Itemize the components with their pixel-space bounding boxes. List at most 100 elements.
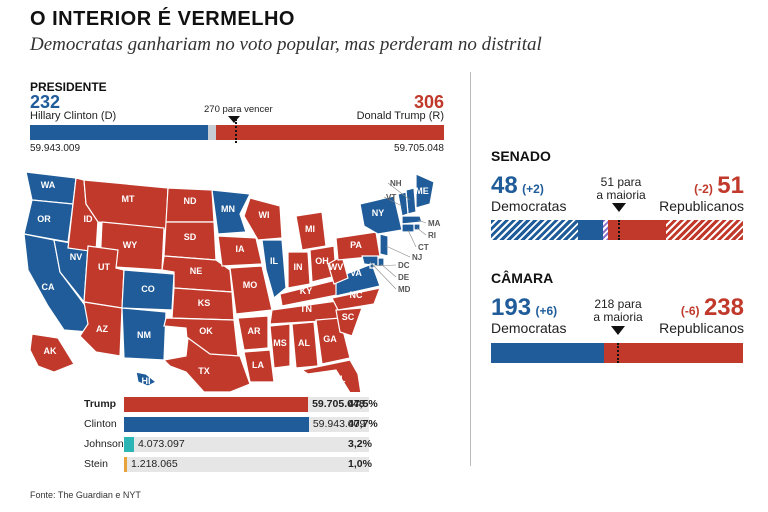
state-ny <box>359 195 403 235</box>
state-label-ct: CT <box>418 243 429 252</box>
state-sc <box>335 307 363 337</box>
state-nj <box>379 233 389 257</box>
state-me <box>415 173 435 209</box>
leader-line-nh <box>387 182 411 201</box>
column-divider <box>470 72 471 466</box>
chart-percent-label: 47,5% <box>348 398 378 410</box>
state-label-nd: ND <box>184 196 197 206</box>
state-label-ms: MS <box>273 338 287 348</box>
state-ms <box>269 323 291 369</box>
trump-ev-segment <box>216 125 444 140</box>
source-note: Fonte: The Guardian e NYT <box>30 490 141 500</box>
house-rep-seats: 238 <box>703 294 744 321</box>
chart-percent-label: 1,0% <box>348 458 372 470</box>
state-label-dc: DC <box>398 261 410 270</box>
state-label-md: MD <box>398 285 411 294</box>
state-label-wv: WV <box>329 262 344 272</box>
state-label-vt: VT <box>386 193 396 202</box>
clinton-electoral-votes: 232 <box>30 92 61 112</box>
trump-popular-votes: 59.705.048 <box>393 143 444 154</box>
state-ma <box>401 215 423 225</box>
senate-majority-marker-icon <box>612 203 626 212</box>
chart-row-clinton: Clinton 59.943.009 47,7% <box>84 417 384 433</box>
state-label-az: AZ <box>96 324 108 334</box>
chart-row-stein: Stein 1.218.065 1,0% <box>84 457 384 473</box>
state-label-hi: HI <box>142 376 151 386</box>
us-electoral-map: WA OR CA NV ID MT WY UT AZ CO NM ND SD NE KS OK TX MN IA MO… <box>23 171 441 392</box>
house-majority-label: 218 para a maioria <box>590 298 646 324</box>
house-dem-seats: 193 <box>491 294 532 321</box>
state-ia <box>217 235 263 267</box>
state-ar <box>237 315 269 351</box>
threshold-marker-icon <box>228 116 240 123</box>
senate-majority-label: 51 para a maioria <box>596 176 646 202</box>
state-label-al: AL <box>298 338 310 348</box>
state-label-me: ME <box>415 186 429 196</box>
chart-category-label: Johnson <box>84 438 124 450</box>
chart-row-trump: Trump 59.705.048 47,5% <box>84 397 384 413</box>
senate-dem-change: (+2) <box>522 182 544 196</box>
senate-dem-seats: 48 <box>491 172 518 199</box>
state-label-mi: MI <box>305 224 315 234</box>
trump-name: Donald Trump (R) <box>356 110 444 122</box>
house-dem-change: (+6) <box>535 304 558 318</box>
chart-bar <box>124 437 134 452</box>
state-label-mo: MO <box>243 280 258 290</box>
house-seat-bar <box>491 343 743 363</box>
popular-vote-chart: Trump 59.705.048 47,5% Clinton 59.943.009 47,… <box>84 393 384 479</box>
state-mn <box>211 189 251 235</box>
state-label-mn: MN <box>221 204 235 214</box>
chart-bar <box>124 417 309 432</box>
senate-rep-count: (-2) 51 <box>694 172 744 200</box>
senate-majority-line <box>618 220 620 240</box>
chart-category-label: Trump <box>84 398 117 410</box>
state-label-or: OR <box>37 214 51 224</box>
state-label-nh: NH <box>390 179 402 188</box>
state-mo <box>229 265 273 315</box>
state-wi <box>243 197 283 241</box>
state-label-nc: NC <box>350 290 363 300</box>
state-label-de: DE <box>398 273 410 282</box>
senate-rep-holdover-segment <box>666 220 743 240</box>
state-vt <box>397 191 409 217</box>
chart-percent-label: 47,7% <box>348 418 378 430</box>
state-label-ak: AK <box>44 346 57 356</box>
state-label-nm: NM <box>137 330 151 340</box>
state-label-ok: OK <box>199 326 213 336</box>
chart-bar <box>124 397 309 412</box>
leader-line-ri <box>416 227 427 236</box>
state-fl <box>300 359 362 392</box>
senate-dem-holdover-segment <box>491 220 578 240</box>
leader-line-ma <box>417 219 427 224</box>
state-label-ia: IA <box>236 244 246 254</box>
state-label-tx: TX <box>198 366 210 376</box>
chart-category-label: Clinton <box>84 418 117 430</box>
state-pa <box>335 231 381 261</box>
state-label-wa: WA <box>41 180 56 190</box>
senate-rep-elected-segment <box>608 220 666 240</box>
state-label-fl: FL <box>335 374 346 384</box>
state-label-ny: NY <box>372 208 385 218</box>
state-de <box>377 257 385 267</box>
state-label-sc: SC <box>342 312 355 322</box>
leader-line-de <box>380 263 397 278</box>
state-ut <box>83 245 125 309</box>
clinton-name: Hillary Clinton (D) <box>30 110 117 122</box>
chart-value-label: 59.943.009 <box>312 418 366 430</box>
page-title: O INTERIOR É VERMELHO <box>30 8 295 30</box>
chart-value-label: 1.218.065 <box>131 458 178 470</box>
trump-electoral-votes: 306 <box>413 92 444 112</box>
leader-line-ct <box>407 229 417 248</box>
state-nc <box>331 287 381 311</box>
undecided-segment <box>208 125 216 140</box>
state-la <box>243 349 275 383</box>
senate-rep-change: (-2) <box>694 182 713 196</box>
state-label-pa: PA <box>350 240 362 250</box>
senate-dem-count: 48 (+2) <box>491 172 544 200</box>
state-label-nj: NJ <box>412 253 422 262</box>
senate-rep-seats: 51 <box>717 172 744 199</box>
state-label-ut: UT <box>98 262 110 272</box>
electoral-vote-bar <box>30 119 444 143</box>
state-in <box>287 251 311 289</box>
